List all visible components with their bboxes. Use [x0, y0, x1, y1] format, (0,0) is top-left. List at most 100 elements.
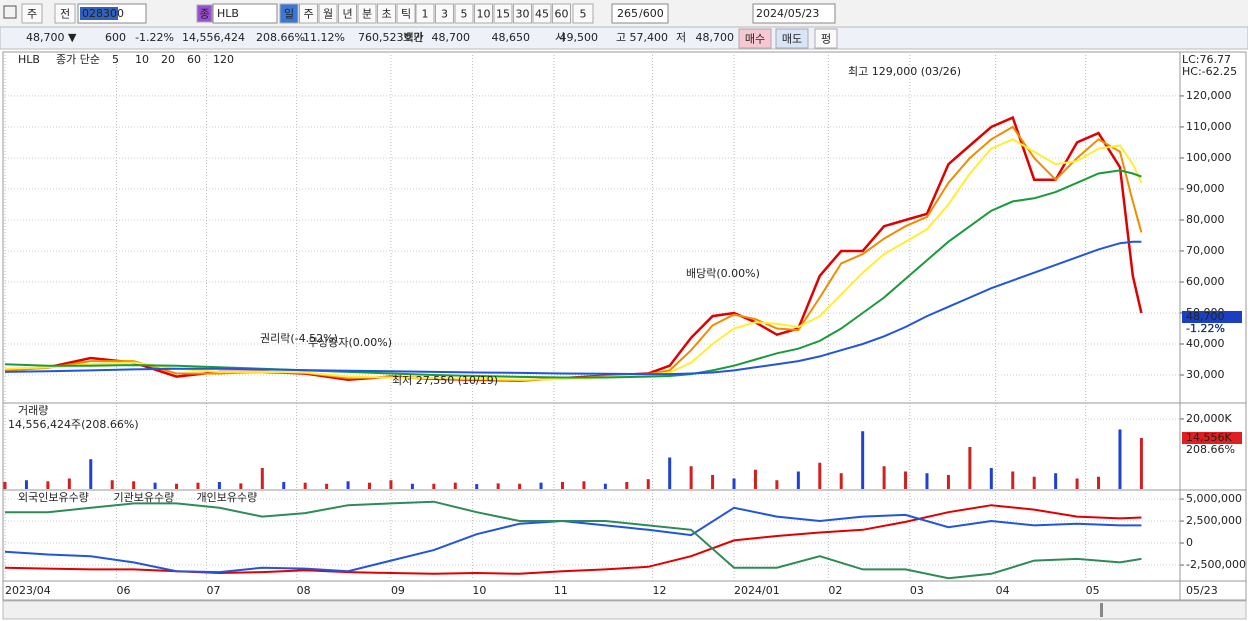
button-label[interactable]: 3: [441, 8, 448, 21]
button[interactable]: [435, 3, 454, 24]
button-label[interactable]: 종: [199, 8, 209, 21]
volume-bar: [775, 480, 779, 489]
icon[interactable]: [3, 5, 17, 19]
button[interactable]: [196, 4, 213, 23]
button-label[interactable]: 월: [323, 8, 333, 21]
volume-bar: [89, 459, 93, 489]
y-tick-label: 110,000: [1186, 120, 1232, 133]
volume-bar: [389, 480, 393, 489]
volume-bar: [260, 467, 264, 489]
button-label[interactable]: 5: [461, 8, 468, 21]
volume-bar: [67, 478, 71, 489]
button[interactable]: [396, 3, 416, 24]
button[interactable]: [493, 3, 513, 24]
button-label[interactable]: 10: [477, 8, 491, 21]
button[interactable]: [357, 3, 377, 24]
volume-bar: [818, 462, 822, 489]
button-label[interactable]: 5: [580, 8, 587, 21]
button[interactable]: [338, 3, 357, 24]
x-tick-label: 2024/01: [734, 584, 780, 597]
button-label[interactable]: 15: [496, 8, 510, 21]
button-label[interactable]: 틱: [401, 8, 411, 21]
x-tick-label: 12: [653, 584, 667, 597]
y-tick-label: -2,500,000: [1186, 558, 1246, 571]
y-tick-label: 70,000: [1186, 244, 1225, 257]
label: 시: [555, 31, 565, 44]
button[interactable]: [377, 3, 396, 24]
button-label[interactable]: 주: [27, 8, 37, 21]
button-label[interactable]: 60: [555, 8, 569, 21]
button[interactable]: [552, 3, 571, 24]
code-select: [80, 7, 118, 20]
label: -1.22%: [135, 31, 174, 44]
label: 저: [676, 31, 686, 44]
y-tick-label: 40,000: [1186, 337, 1225, 350]
scroll-thumb[interactable]: [1100, 603, 1103, 617]
annotation: 최고 129,000 (03/26): [848, 65, 961, 78]
volume-bar: [24, 480, 28, 489]
x-tick-label: 07: [207, 584, 221, 597]
volume-bar: [861, 431, 865, 489]
annotation: 무상증자(0.00%): [308, 336, 392, 349]
y-tick-label: 60,000: [1186, 275, 1225, 288]
button[interactable]: [738, 28, 772, 49]
label: 고: [616, 31, 626, 44]
button[interactable]: [21, 3, 43, 24]
button-label[interactable]: 1: [422, 8, 429, 21]
volume-bar: [496, 483, 500, 489]
button-label[interactable]: 펑: [821, 33, 831, 46]
label: 57,400: [630, 31, 669, 44]
panel-title: 거래량: [18, 404, 48, 417]
button[interactable]: [299, 3, 318, 24]
button[interactable]: [775, 28, 809, 49]
range-box[interactable]: [611, 3, 669, 24]
button[interactable]: [532, 3, 552, 24]
date: 2024/05/23: [756, 7, 819, 20]
volume-bar: [217, 481, 221, 489]
series-line: [4, 138, 1143, 381]
volume-bar: [175, 483, 179, 489]
last-price-box: [1182, 311, 1242, 323]
button-label[interactable]: 일: [284, 7, 294, 21]
button-label[interactable]: 30: [516, 8, 530, 21]
y-tick-label: 90,000: [1186, 182, 1225, 195]
button[interactable]: [54, 3, 76, 24]
button-label[interactable]: 분: [362, 8, 372, 21]
annotation: 배당락(0.00%): [686, 267, 760, 280]
volume-bar: [239, 483, 243, 489]
date-box[interactable]: [752, 3, 836, 24]
volume-bar: [368, 482, 372, 489]
hc-label: HC:-62.25: [1182, 65, 1237, 78]
button[interactable]: [318, 3, 338, 24]
button-label[interactable]: 초: [381, 8, 391, 21]
button-label[interactable]: 년: [342, 8, 352, 21]
button[interactable]: [474, 3, 493, 24]
button-label[interactable]: 전: [60, 8, 70, 21]
scrollbar[interactable]: [2, 600, 1247, 620]
volume-bar: [410, 483, 414, 489]
button[interactable]: [454, 3, 474, 24]
button-label[interactable]: 매도: [782, 33, 802, 46]
volume-bar: [904, 471, 908, 489]
name-input[interactable]: [212, 3, 278, 24]
button-label[interactable]: 매수: [745, 33, 765, 46]
button-label[interactable]: 45: [535, 8, 549, 21]
x-tick-label: 02: [828, 584, 842, 597]
volume-bar: [646, 479, 650, 489]
button[interactable]: [279, 3, 299, 24]
last-volume-box: [1182, 432, 1242, 444]
button[interactable]: [572, 3, 594, 24]
lc-label: LC:76.77: [1182, 53, 1231, 66]
annotation: 최저 27,550 (10/19): [392, 374, 498, 387]
last-volume-ratio: 208.66%: [1186, 443, 1235, 456]
button[interactable]: [513, 3, 532, 24]
annotation: 권리락(-4.52%): [260, 332, 338, 345]
volume-bar: [1139, 438, 1143, 489]
button-label[interactable]: 주: [303, 8, 313, 21]
button[interactable]: [814, 28, 838, 49]
volume-bar: [1118, 429, 1122, 489]
stock-name: HLB: [217, 7, 239, 20]
button[interactable]: [415, 3, 435, 24]
panel-subtitle: 14,556,424주(208.66%): [8, 418, 139, 431]
